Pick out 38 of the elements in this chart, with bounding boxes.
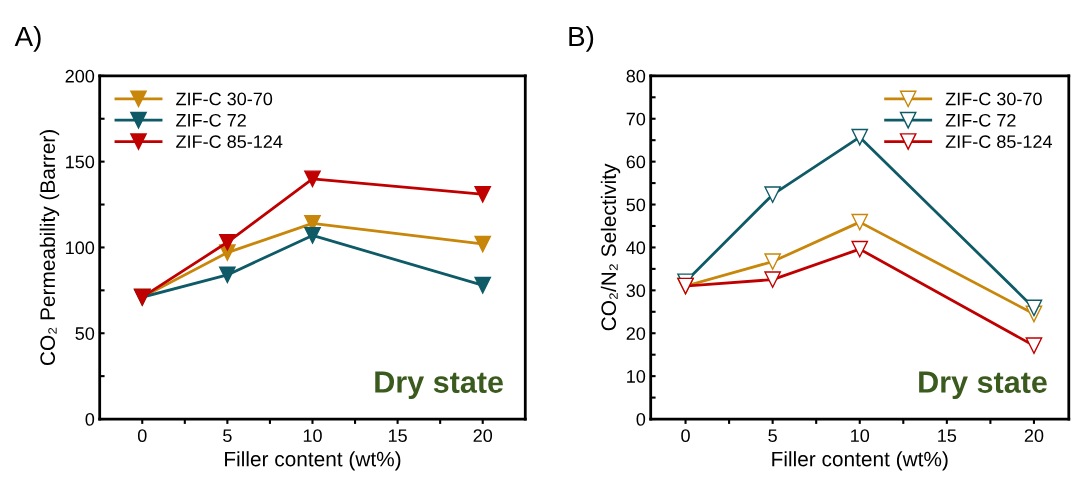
x-tick-label: 5 — [768, 429, 777, 443]
x-axis-title: Filler content (wt%) — [225, 451, 401, 471]
y-tick-label: 60 — [626, 155, 646, 169]
legend-label: ZIF-C 72 — [945, 113, 1016, 127]
annotation: Dry state — [919, 371, 1047, 399]
legend-label: ZIF-C 85-124 — [945, 135, 1053, 149]
y-tick-label: 40 — [626, 241, 646, 255]
x-tick-label: 0 — [681, 429, 690, 443]
legend-label: ZIF-C 30-70 — [176, 92, 273, 106]
y-tick-label: 70 — [626, 112, 646, 126]
x-tick-label: 15 — [388, 429, 407, 443]
x-tick-label: 10 — [851, 429, 870, 443]
y-tick-label: 200 — [65, 69, 95, 83]
legend-label: ZIF-C 72 — [176, 113, 246, 127]
x-axis-title: Filler content (wt%) — [772, 451, 948, 471]
y-axis-title: CO₂/N₂ Selectivity — [600, 163, 621, 331]
y-tick-label: 30 — [626, 284, 646, 298]
y-tick-label: 0 — [636, 412, 646, 426]
y-tick-label: 50 — [626, 198, 646, 212]
annotation: Dry state — [375, 371, 503, 399]
x-tick-label: 20 — [1024, 429, 1044, 443]
y-tick-label: 20 — [626, 327, 646, 340]
x-tick-label: 15 — [938, 429, 957, 443]
chart-title: B) — [569, 25, 594, 52]
y-tick-label: 10 — [627, 370, 646, 383]
chart-title: A) — [14, 25, 41, 52]
y-tick-label: 80 — [626, 69, 646, 83]
legend-label: ZIF-C 30-70 — [945, 92, 1042, 106]
y-tick-label: 100 — [66, 241, 95, 255]
legend-label: ZIF-C 85-124 — [176, 135, 283, 149]
x-tick-label: 20 — [473, 429, 493, 443]
y-tick-label: 50 — [75, 327, 95, 340]
y-tick-label: 150 — [66, 155, 95, 169]
x-tick-label: 5 — [223, 429, 232, 443]
y-tick-label: 0 — [85, 412, 95, 426]
x-tick-label: 10 — [303, 429, 322, 443]
x-tick-label: 0 — [137, 429, 147, 443]
y-axis-title: CO₂ Permeability (Barrer) — [39, 130, 60, 366]
